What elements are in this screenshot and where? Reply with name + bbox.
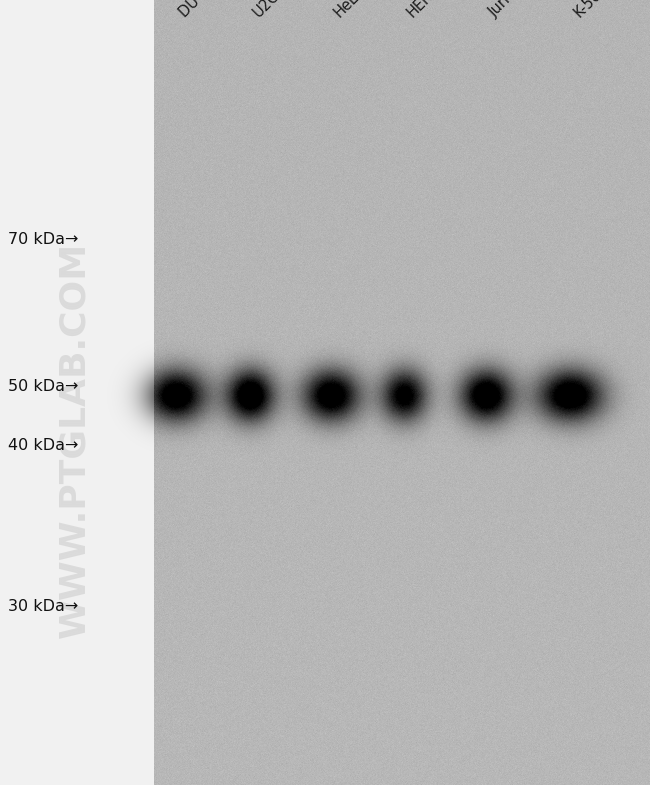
Text: 70 kDa→: 70 kDa→ (8, 232, 78, 247)
Text: 30 kDa→: 30 kDa→ (8, 598, 78, 614)
Text: HEK-293: HEK-293 (404, 0, 458, 20)
Text: HeLa: HeLa (332, 0, 368, 20)
Text: DU 145: DU 145 (177, 0, 226, 20)
Text: WWW.PTGLAB.COM: WWW.PTGLAB.COM (58, 242, 92, 637)
Text: U2OS: U2OS (250, 0, 290, 20)
Text: 40 kDa→: 40 kDa→ (8, 438, 78, 454)
Text: Jurkat: Jurkat (486, 0, 527, 20)
Text: K-562: K-562 (571, 0, 610, 20)
Text: 50 kDa→: 50 kDa→ (8, 378, 78, 394)
